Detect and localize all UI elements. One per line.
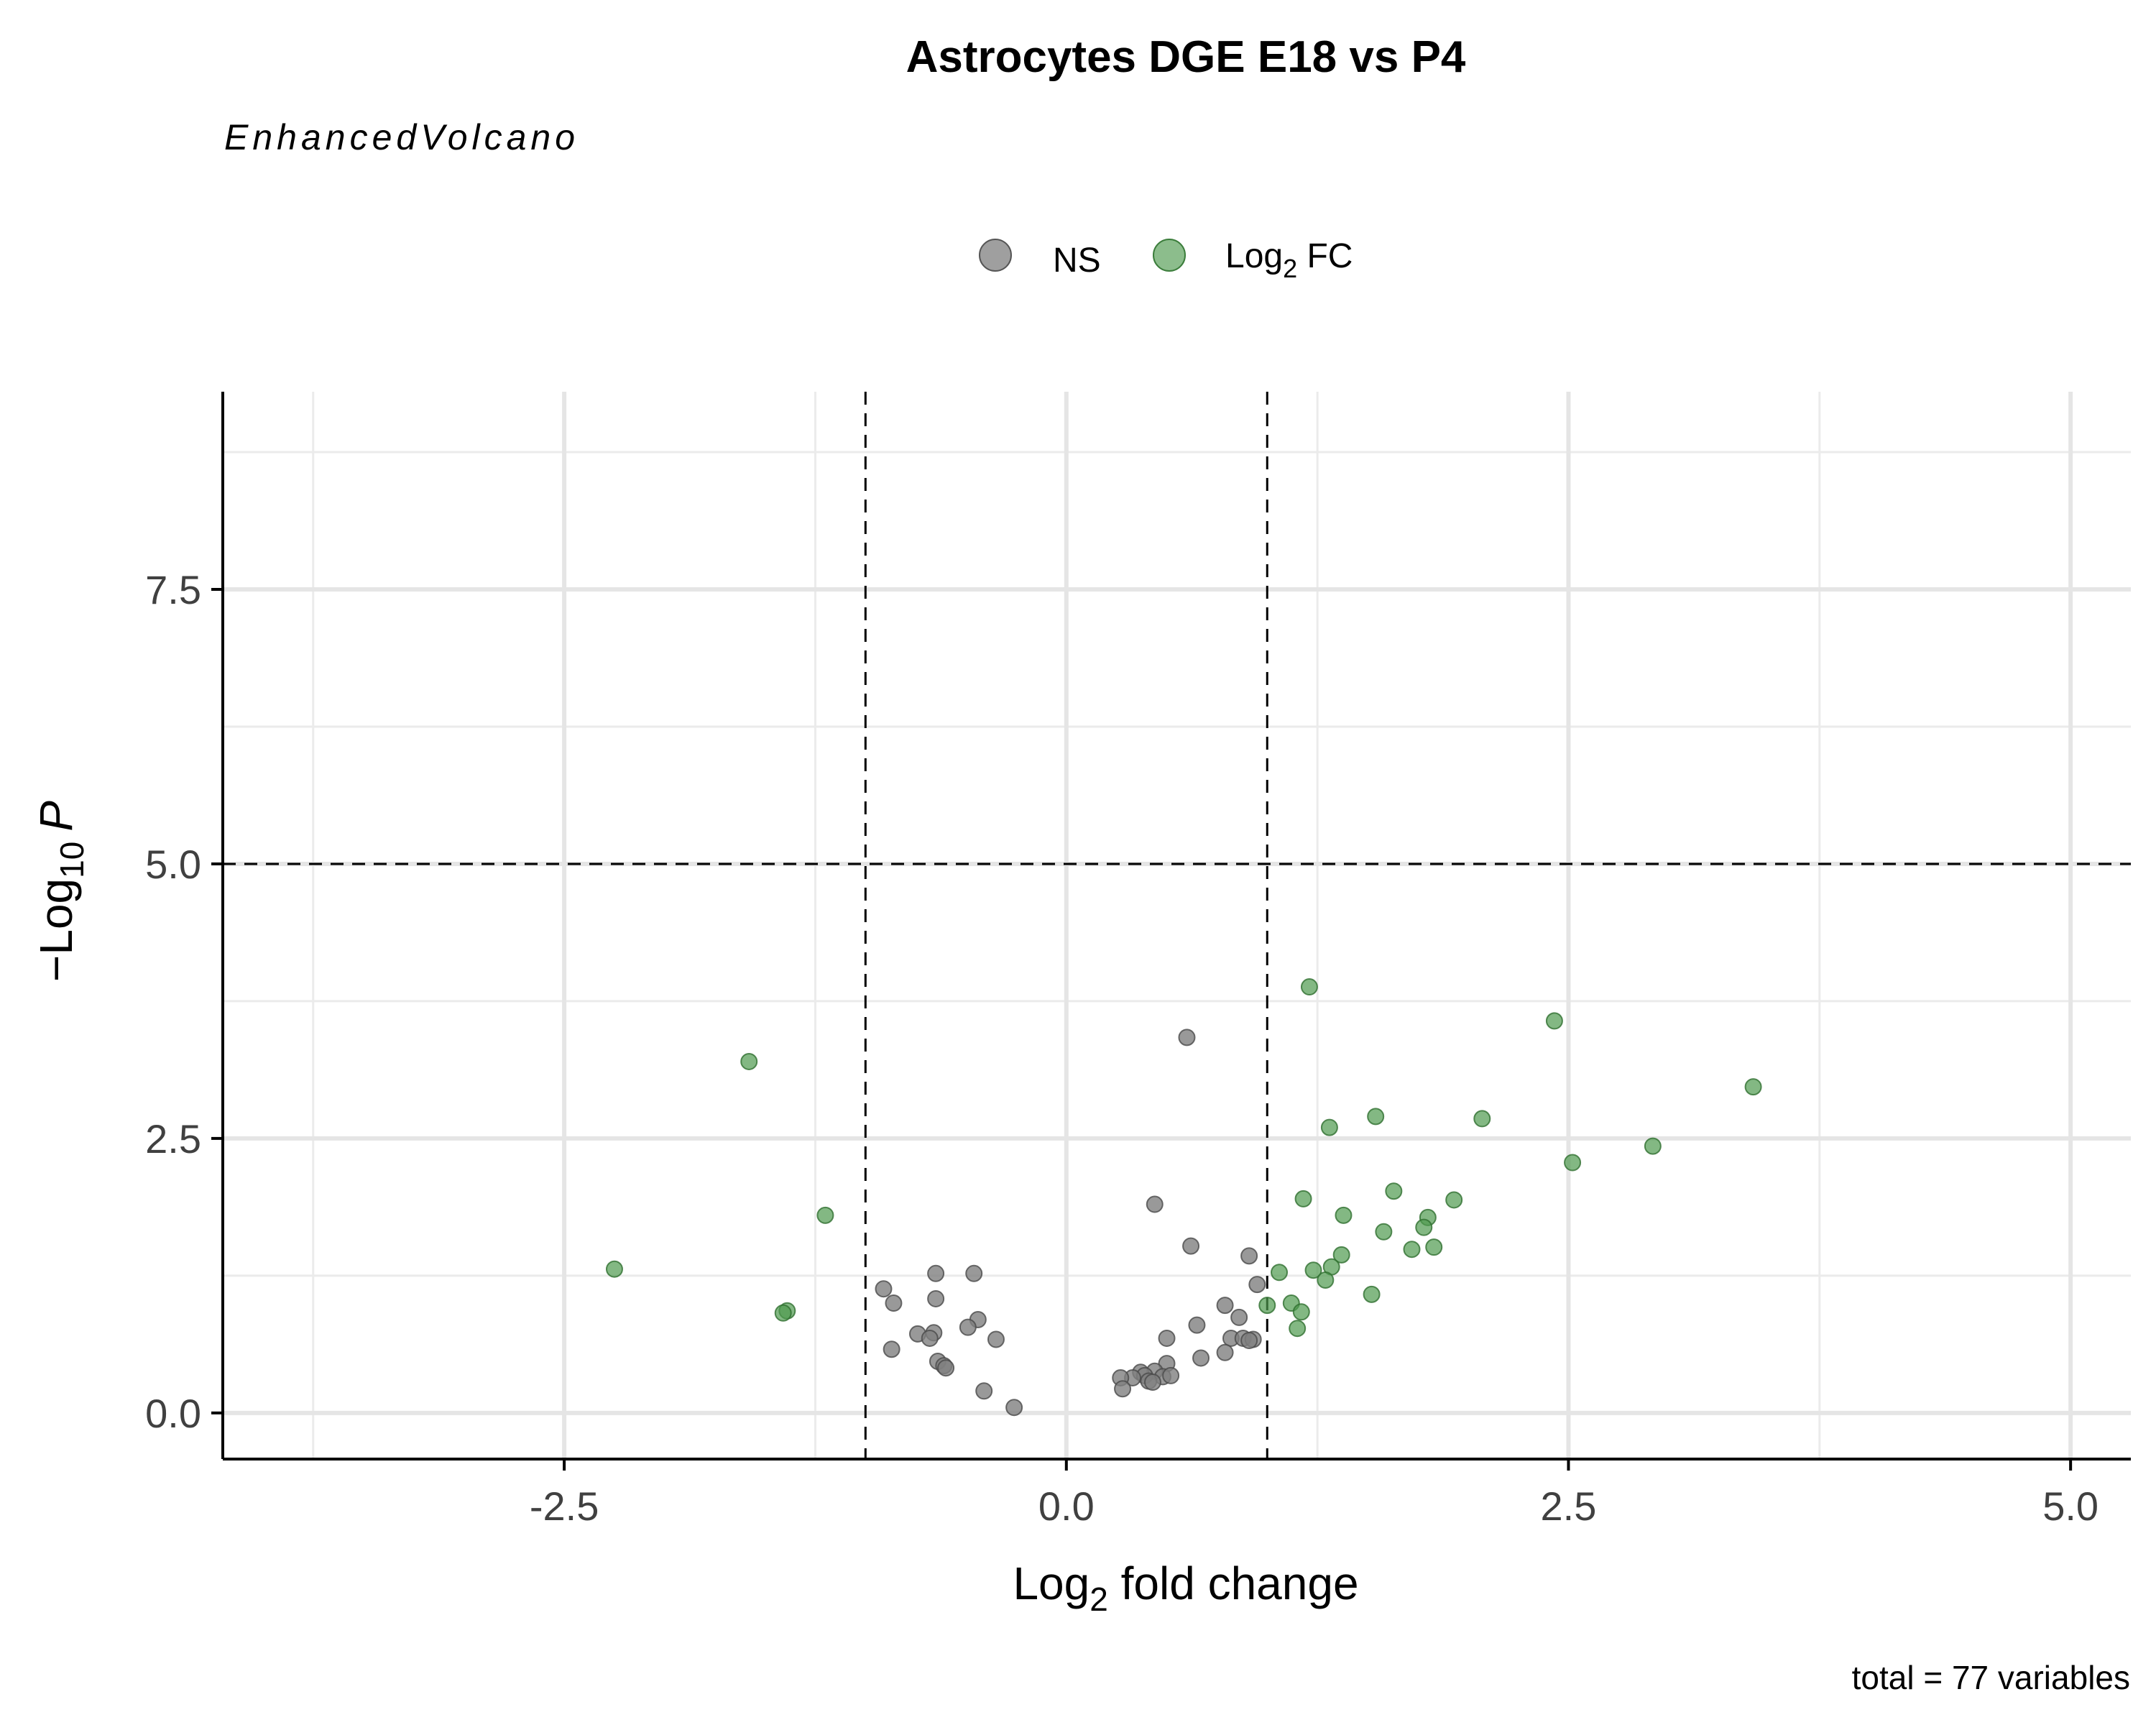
point-fc xyxy=(1271,1264,1289,1282)
point-fc xyxy=(1292,1303,1310,1321)
point-fc xyxy=(1445,1191,1463,1209)
point-ns xyxy=(1005,1399,1023,1417)
point-fc xyxy=(1367,1108,1385,1126)
chart-subtitle: EnhancedVolcano xyxy=(224,117,579,157)
x-tick-label: 5.0 xyxy=(2042,1484,2099,1529)
point-fc xyxy=(1304,1261,1322,1279)
axes xyxy=(221,392,2131,1460)
point-ns xyxy=(883,1340,900,1358)
point-ns xyxy=(1248,1276,1266,1294)
legend-label-fc: Log2 FC xyxy=(1225,237,1353,283)
y-tick-label: 0.0 xyxy=(145,1391,201,1436)
point-fc xyxy=(1473,1110,1491,1128)
point-ns xyxy=(1240,1332,1258,1349)
point-fc xyxy=(1317,1271,1335,1289)
point-ns xyxy=(875,1280,893,1298)
point-ns xyxy=(927,1264,945,1282)
point-fc xyxy=(1403,1241,1421,1259)
point-ns xyxy=(1192,1349,1210,1367)
point-ns xyxy=(1216,1297,1234,1315)
point-fc xyxy=(1332,1246,1350,1264)
point-fc xyxy=(1415,1218,1433,1236)
point-fc xyxy=(1300,978,1318,996)
point-fc xyxy=(1425,1238,1443,1256)
gridlines xyxy=(223,392,2131,1459)
legend-label-ns: NS xyxy=(1053,242,1101,280)
point-fc xyxy=(1289,1320,1307,1338)
point-ns xyxy=(1216,1343,1234,1361)
y-tick-label: 2.5 xyxy=(145,1116,201,1162)
point-fc xyxy=(1320,1118,1338,1136)
x-axis-ticks: -2.5 0.0 2.5 5.0 xyxy=(530,1459,2099,1529)
point-ns xyxy=(965,1264,983,1282)
point-fc xyxy=(1335,1206,1353,1224)
cutoff-lines xyxy=(223,392,2131,1459)
x-tick-label: 0.0 xyxy=(1038,1484,1095,1529)
y-tick-label: 7.5 xyxy=(145,567,201,612)
point-ns xyxy=(937,1359,955,1377)
x-tick-label: 2.5 xyxy=(1541,1484,1597,1529)
point-fc xyxy=(1545,1012,1563,1030)
point-fc xyxy=(740,1052,758,1070)
point-ns xyxy=(987,1330,1005,1348)
x-axis-title: Log2 fold change xyxy=(1013,1558,1358,1618)
point-ns xyxy=(1182,1237,1200,1255)
point-fc xyxy=(1385,1182,1403,1200)
point-fc xyxy=(1564,1154,1582,1172)
point-fc xyxy=(1375,1223,1393,1241)
point-ns xyxy=(1146,1195,1164,1213)
y-tick-label: 5.0 xyxy=(145,842,201,887)
point-ns xyxy=(1114,1380,1132,1398)
point-ns xyxy=(1162,1366,1180,1384)
point-ns xyxy=(1188,1316,1206,1334)
y-axis-title: −Log10P xyxy=(30,801,91,982)
y-axis-ticks: 0.0 2.5 5.0 7.5 xyxy=(145,567,223,1436)
caption: total = 77 variables xyxy=(1852,1659,2130,1696)
point-fc xyxy=(1363,1285,1381,1303)
point-ns xyxy=(1158,1329,1176,1347)
point-fc xyxy=(816,1206,834,1224)
x-tick-label: -2.5 xyxy=(530,1484,599,1529)
point-fc xyxy=(1744,1078,1762,1096)
point-fc xyxy=(774,1304,792,1322)
point-ns xyxy=(927,1289,945,1307)
point-ns xyxy=(975,1382,993,1400)
point-ns xyxy=(1143,1374,1161,1392)
point-ns xyxy=(1240,1247,1258,1265)
point-ns xyxy=(959,1318,977,1336)
point-ns xyxy=(885,1294,903,1312)
chart-title: Astrocytes DGE E18 vs P4 xyxy=(906,32,1466,82)
point-ns xyxy=(1178,1029,1196,1046)
point-fc xyxy=(605,1260,623,1278)
point-ns xyxy=(921,1329,939,1347)
point-fc xyxy=(1644,1137,1662,1155)
legend-key-ns xyxy=(979,239,1012,272)
point-fc xyxy=(1258,1297,1276,1315)
point-ns xyxy=(1230,1308,1248,1326)
legend: NS Log2 FC xyxy=(979,237,1353,283)
data-points xyxy=(605,978,1762,1417)
legend-key-fc xyxy=(1153,239,1186,272)
point-fc xyxy=(1294,1190,1312,1208)
